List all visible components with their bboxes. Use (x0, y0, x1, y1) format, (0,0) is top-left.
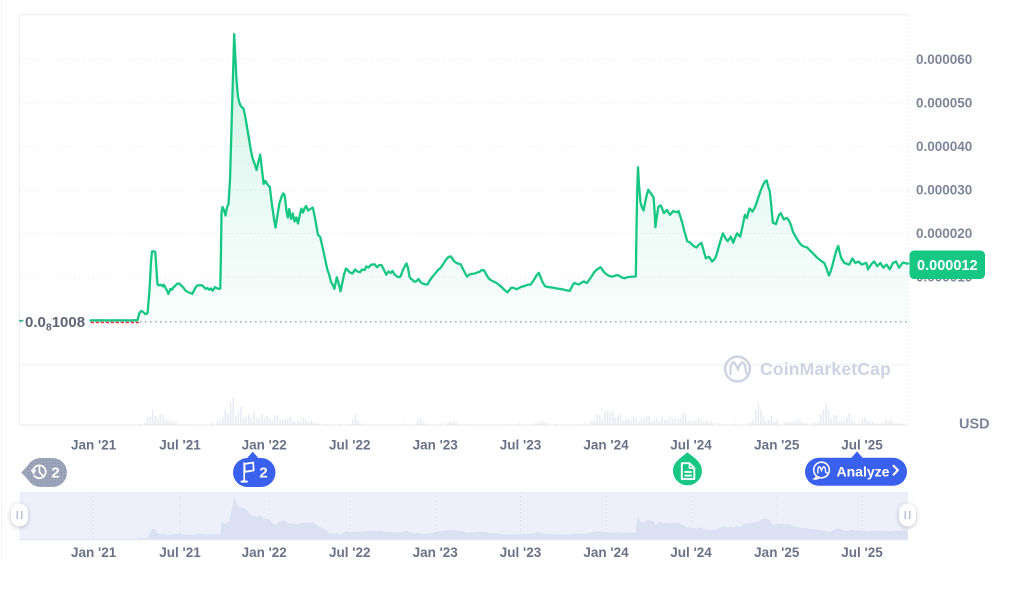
svg-text:Jul '24: Jul '24 (670, 438, 712, 453)
svg-text:0.081008: 0.081008 (25, 314, 85, 334)
svg-text:Jan '21: Jan '21 (71, 438, 117, 453)
svg-text:Jul '22: Jul '22 (329, 438, 370, 453)
svg-text:0.000020: 0.000020 (916, 226, 972, 241)
svg-text:Jul '21: Jul '21 (159, 438, 201, 453)
svg-text:2: 2 (51, 465, 59, 482)
svg-text:0.000040: 0.000040 (916, 139, 972, 154)
svg-text:Jul '25: Jul '25 (841, 438, 883, 453)
svg-text:Jan '24: Jan '24 (583, 545, 629, 560)
svg-text:Jan '21: Jan '21 (71, 545, 117, 560)
svg-text:Analyze: Analyze (837, 464, 890, 480)
svg-text:Jul '21: Jul '21 (159, 545, 201, 560)
svg-text:Jul '22: Jul '22 (329, 545, 370, 560)
svg-text:Jan '22: Jan '22 (242, 438, 287, 453)
svg-text:Jul '24: Jul '24 (670, 545, 712, 560)
svg-text:Jul '23: Jul '23 (500, 545, 542, 560)
svg-text:0.000030: 0.000030 (916, 183, 972, 198)
svg-text:Jan '25: Jan '25 (754, 438, 800, 453)
svg-text:Jan '23: Jan '23 (413, 438, 459, 453)
svg-text:0.000050: 0.000050 (916, 95, 972, 110)
svg-text:Jan '22: Jan '22 (242, 545, 287, 560)
svg-text:Jan '23: Jan '23 (413, 545, 459, 560)
svg-text:CoinMarketCap: CoinMarketCap (760, 359, 891, 379)
svg-text:USD: USD (959, 417, 990, 433)
svg-text:Jul '23: Jul '23 (500, 438, 542, 453)
svg-text:0.000060: 0.000060 (916, 52, 972, 67)
svg-text:2: 2 (259, 465, 267, 482)
svg-text:Jan '24: Jan '24 (583, 438, 629, 453)
svg-text:0.000012: 0.000012 (917, 258, 977, 274)
svg-text:Jan '25: Jan '25 (754, 545, 800, 560)
svg-text:Jul '25: Jul '25 (841, 545, 883, 560)
